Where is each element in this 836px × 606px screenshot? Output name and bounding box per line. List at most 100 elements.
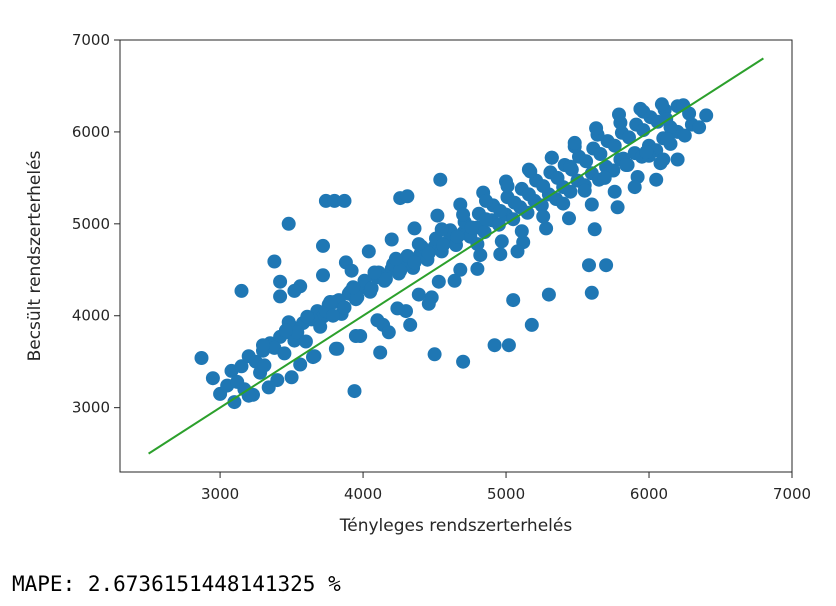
plot-frame — [119, 39, 793, 473]
data-point — [313, 319, 328, 334]
data-point — [567, 135, 582, 150]
data-point — [337, 300, 352, 315]
data-point — [456, 354, 471, 369]
data-point — [541, 287, 556, 302]
data-point — [227, 395, 242, 410]
data-point — [323, 295, 338, 309]
data-point — [411, 287, 426, 302]
data-point — [421, 246, 436, 261]
data-point — [610, 200, 625, 215]
x-tick-label: 6000 — [630, 485, 668, 503]
data-point — [278, 323, 293, 338]
data-point — [364, 281, 379, 296]
data-point — [346, 280, 361, 295]
data-point — [607, 138, 622, 153]
data-point — [663, 120, 678, 135]
data-points — [194, 97, 714, 410]
data-point — [205, 371, 220, 386]
data-point — [381, 325, 396, 340]
data-point — [622, 130, 636, 145]
data-point — [520, 205, 535, 220]
data-point — [284, 370, 299, 385]
data-point — [692, 120, 707, 135]
data-point — [649, 172, 664, 187]
data-point — [584, 197, 599, 212]
data-point — [290, 325, 305, 340]
data-point — [579, 154, 594, 169]
data-point — [430, 208, 445, 223]
data-point — [316, 268, 330, 283]
data-point — [257, 358, 272, 373]
data-point — [306, 350, 320, 365]
data-point — [607, 184, 622, 199]
data-point — [493, 247, 508, 262]
data-point — [234, 283, 249, 298]
data-point — [491, 217, 506, 232]
data-point — [514, 224, 529, 239]
data-point — [536, 209, 551, 224]
x-axis-ticks: 3000 4000 5000 6000 7000 — [201, 472, 811, 503]
data-point — [479, 193, 493, 208]
data-point — [479, 212, 493, 227]
data-point — [584, 285, 599, 300]
data-point — [550, 170, 565, 185]
x-tick-label: 3000 — [201, 485, 239, 503]
data-point — [277, 346, 292, 361]
data-point — [373, 345, 388, 360]
data-point — [427, 347, 442, 362]
y-tick-label: 7000 — [72, 31, 110, 49]
data-point — [378, 272, 393, 286]
data-point — [300, 309, 315, 324]
data-point — [599, 258, 614, 273]
data-point — [493, 204, 508, 218]
data-point — [627, 180, 642, 195]
data-point — [407, 221, 422, 236]
data-point — [293, 357, 308, 372]
diagonal-reference-line — [148, 57, 764, 455]
data-point — [267, 254, 282, 269]
data-point — [510, 244, 525, 259]
x-tick-label: 5000 — [487, 485, 525, 503]
data-point — [400, 189, 415, 204]
x-tick-label: 4000 — [344, 485, 382, 503]
data-point — [344, 263, 359, 278]
data-point — [390, 301, 405, 316]
data-point — [473, 248, 488, 263]
data-point — [563, 184, 578, 199]
data-point — [523, 164, 538, 179]
data-point — [656, 152, 671, 167]
data-point — [327, 193, 342, 208]
data-point — [524, 317, 539, 332]
data-point — [619, 158, 634, 172]
data-point — [536, 179, 551, 194]
data-point — [563, 159, 578, 174]
data-point — [273, 289, 288, 304]
fit-line-group — [148, 57, 764, 455]
x-axis-label: Tényleges rendszerterhelés — [339, 516, 573, 536]
data-point — [506, 293, 521, 308]
data-point — [326, 308, 340, 323]
data-point — [421, 296, 436, 311]
data-point — [194, 351, 209, 365]
data-point — [582, 258, 596, 273]
data-point — [281, 216, 296, 231]
y-tick-label: 4000 — [72, 307, 110, 325]
data-point — [436, 238, 451, 252]
data-point — [500, 179, 515, 194]
data-point — [544, 150, 559, 165]
data-point — [562, 211, 576, 226]
data-point — [589, 121, 604, 136]
y-tick-label: 5000 — [72, 215, 110, 233]
data-point — [431, 274, 446, 289]
data-point — [361, 244, 376, 259]
data-point — [384, 232, 399, 247]
data-point — [393, 263, 408, 278]
data-point — [403, 317, 418, 332]
data-point — [234, 359, 249, 374]
y-axis-ticks: 3000 4000 5000 6000 7000 — [72, 31, 120, 417]
data-point — [456, 207, 471, 222]
data-point — [534, 198, 549, 213]
data-point — [298, 334, 313, 349]
mape-output: MAPE: 2.6736151448141325 % — [12, 572, 341, 596]
data-point — [670, 152, 685, 167]
